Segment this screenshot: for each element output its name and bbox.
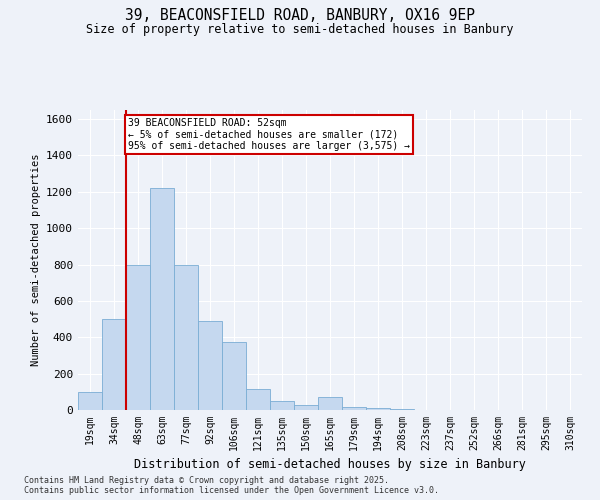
Text: Contains HM Land Registry data © Crown copyright and database right 2025.
Contai: Contains HM Land Registry data © Crown c… xyxy=(24,476,439,495)
Bar xyxy=(174,264,198,410)
Bar xyxy=(390,409,414,410)
Text: Size of property relative to semi-detached houses in Banbury: Size of property relative to semi-detach… xyxy=(86,22,514,36)
Text: 39, BEACONSFIELD ROAD, BANBURY, OX16 9EP: 39, BEACONSFIELD ROAD, BANBURY, OX16 9EP xyxy=(125,8,475,22)
Bar xyxy=(318,398,342,410)
Bar xyxy=(102,319,126,410)
Text: 39 BEACONSFIELD ROAD: 52sqm
← 5% of semi-detached houses are smaller (172)
95% o: 39 BEACONSFIELD ROAD: 52sqm ← 5% of semi… xyxy=(128,118,410,150)
Y-axis label: Number of semi-detached properties: Number of semi-detached properties xyxy=(31,154,41,366)
Bar xyxy=(126,264,150,410)
Bar xyxy=(270,401,294,410)
Bar xyxy=(78,392,102,410)
Bar xyxy=(366,408,390,410)
Bar xyxy=(294,404,318,410)
X-axis label: Distribution of semi-detached houses by size in Banbury: Distribution of semi-detached houses by … xyxy=(134,458,526,471)
Bar xyxy=(342,408,366,410)
Bar xyxy=(222,342,246,410)
Bar xyxy=(150,188,174,410)
Bar xyxy=(246,389,270,410)
Bar xyxy=(198,321,222,410)
